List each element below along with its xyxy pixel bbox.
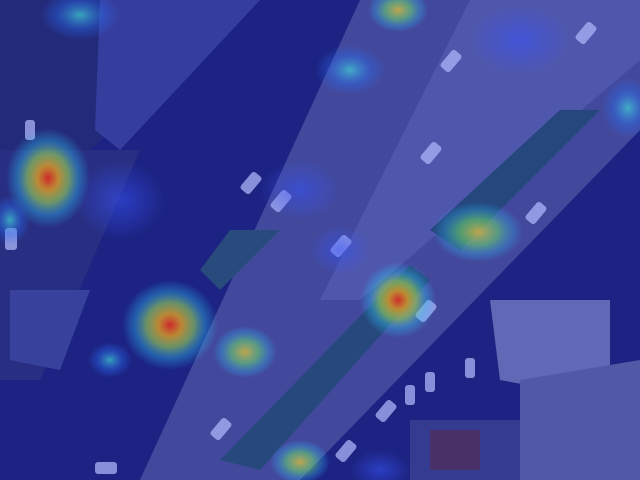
- bottom-building-roof: [430, 430, 480, 470]
- building-roof: [95, 0, 260, 150]
- right-building-lower: [520, 360, 640, 480]
- road-lane: [320, 0, 640, 300]
- left-rooftops: [10, 290, 90, 370]
- median-small: [200, 230, 280, 290]
